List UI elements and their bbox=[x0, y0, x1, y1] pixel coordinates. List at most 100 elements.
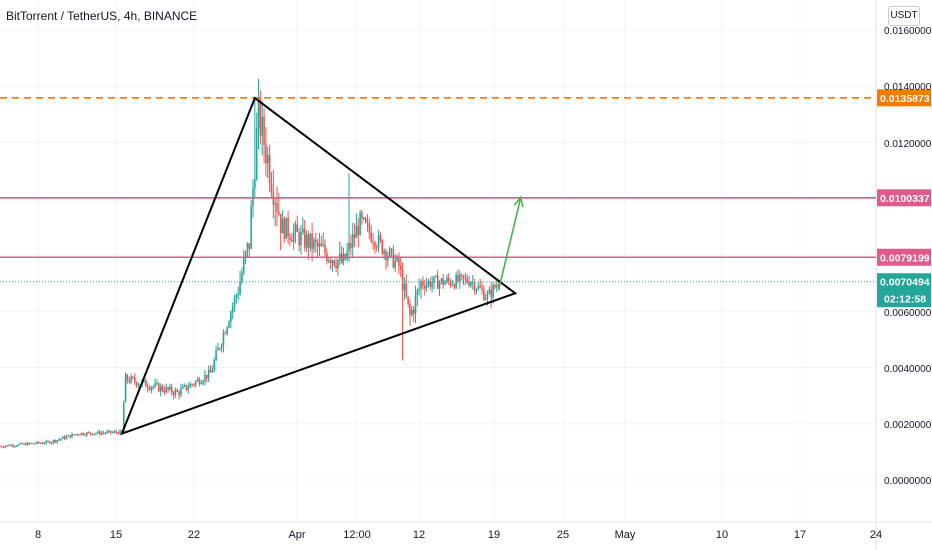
candle bbox=[102, 430, 105, 435]
candle bbox=[49, 441, 51, 444]
candle-body bbox=[433, 276, 435, 283]
symbol-title: BitTorrent / TetherUS, 4h, BINANCE bbox=[6, 9, 198, 23]
candle-body bbox=[477, 285, 480, 290]
candle bbox=[385, 248, 387, 270]
candle-body bbox=[442, 278, 444, 285]
candle-body bbox=[128, 380, 131, 383]
projection-arrow-head bbox=[513, 195, 524, 208]
candle bbox=[47, 440, 49, 443]
candle bbox=[276, 186, 278, 227]
candle bbox=[172, 390, 175, 400]
candle bbox=[209, 365, 212, 373]
candle bbox=[449, 279, 452, 288]
candle-body bbox=[102, 432, 105, 434]
candle-body bbox=[95, 433, 97, 435]
candle-body bbox=[132, 376, 134, 378]
candle-body bbox=[15, 445, 18, 447]
y-axis-tick-label: 0.0120000 bbox=[884, 139, 932, 150]
x-axis-tick-label: 12 bbox=[413, 529, 425, 541]
candle-body bbox=[97, 431, 99, 434]
candle bbox=[191, 383, 193, 387]
candle bbox=[399, 258, 402, 277]
candle-body bbox=[228, 322, 230, 328]
currency-button[interactable]: USDT bbox=[888, 6, 920, 26]
candle bbox=[479, 278, 481, 289]
candle bbox=[475, 288, 478, 295]
candle-body bbox=[26, 442, 29, 446]
candle bbox=[185, 384, 188, 392]
candle bbox=[364, 216, 367, 224]
candle-body bbox=[298, 232, 300, 246]
candle bbox=[398, 252, 400, 275]
candle bbox=[464, 272, 467, 286]
candle-body bbox=[180, 388, 182, 395]
candle bbox=[435, 274, 437, 278]
candle bbox=[302, 217, 304, 236]
candle-body bbox=[104, 432, 107, 434]
candle-body bbox=[311, 233, 313, 249]
candle-body bbox=[12, 445, 14, 447]
candle bbox=[309, 233, 312, 253]
candle bbox=[307, 230, 310, 260]
candle bbox=[387, 251, 389, 267]
candle bbox=[285, 217, 288, 240]
x-axis-tick-label: 12:00 bbox=[343, 529, 371, 541]
candle-body bbox=[61, 436, 64, 439]
triangle-pattern[interactable] bbox=[120, 96, 518, 436]
candle-body bbox=[289, 236, 291, 240]
candle-body bbox=[76, 434, 79, 436]
candle bbox=[337, 258, 339, 276]
candle bbox=[460, 273, 463, 281]
candle-body bbox=[34, 443, 36, 445]
candle bbox=[34, 442, 36, 445]
candle-body bbox=[377, 235, 380, 248]
projection-arrow-line[interactable] bbox=[497, 197, 522, 291]
candle-body bbox=[235, 294, 238, 298]
grid bbox=[0, 0, 877, 522]
candle-body bbox=[318, 243, 321, 247]
candle-body bbox=[427, 281, 430, 285]
candle-body bbox=[346, 250, 348, 260]
candle-body bbox=[143, 380, 145, 382]
candle-body bbox=[405, 283, 408, 297]
candle bbox=[65, 434, 68, 440]
candle-body bbox=[224, 333, 227, 335]
candle-body bbox=[329, 260, 332, 264]
candle-body bbox=[242, 258, 245, 273]
current-price-tag: 0.0070494 02:12:58 bbox=[877, 273, 931, 308]
candle bbox=[69, 435, 71, 439]
candle bbox=[372, 233, 374, 250]
candle bbox=[447, 272, 450, 286]
candle bbox=[274, 197, 276, 226]
candle-body bbox=[414, 295, 417, 314]
candle-body bbox=[246, 243, 249, 252]
candle bbox=[488, 286, 491, 295]
candle-body bbox=[198, 379, 201, 385]
candle bbox=[412, 305, 415, 322]
candle-body bbox=[383, 250, 385, 254]
candle-body bbox=[375, 247, 378, 249]
candle-body bbox=[451, 284, 454, 286]
candle bbox=[200, 379, 203, 385]
candle-body bbox=[481, 287, 483, 290]
candle bbox=[329, 256, 332, 270]
candle-body bbox=[193, 384, 195, 386]
candle-body bbox=[244, 251, 247, 259]
candle bbox=[481, 281, 483, 295]
candle-body bbox=[460, 274, 463, 276]
candle-body bbox=[479, 285, 481, 288]
candle-body bbox=[93, 433, 95, 435]
candle bbox=[231, 302, 234, 320]
x-axis-tick-label: 10 bbox=[716, 529, 728, 541]
price-tag-label: 0.0079199 bbox=[880, 252, 930, 264]
candle-body bbox=[351, 234, 354, 248]
candle-body bbox=[148, 388, 151, 390]
candle-body bbox=[353, 234, 356, 238]
candle-body bbox=[60, 438, 62, 440]
candle-body bbox=[324, 244, 326, 254]
candle bbox=[237, 286, 240, 301]
candle bbox=[468, 275, 470, 288]
candle-body bbox=[110, 430, 112, 433]
